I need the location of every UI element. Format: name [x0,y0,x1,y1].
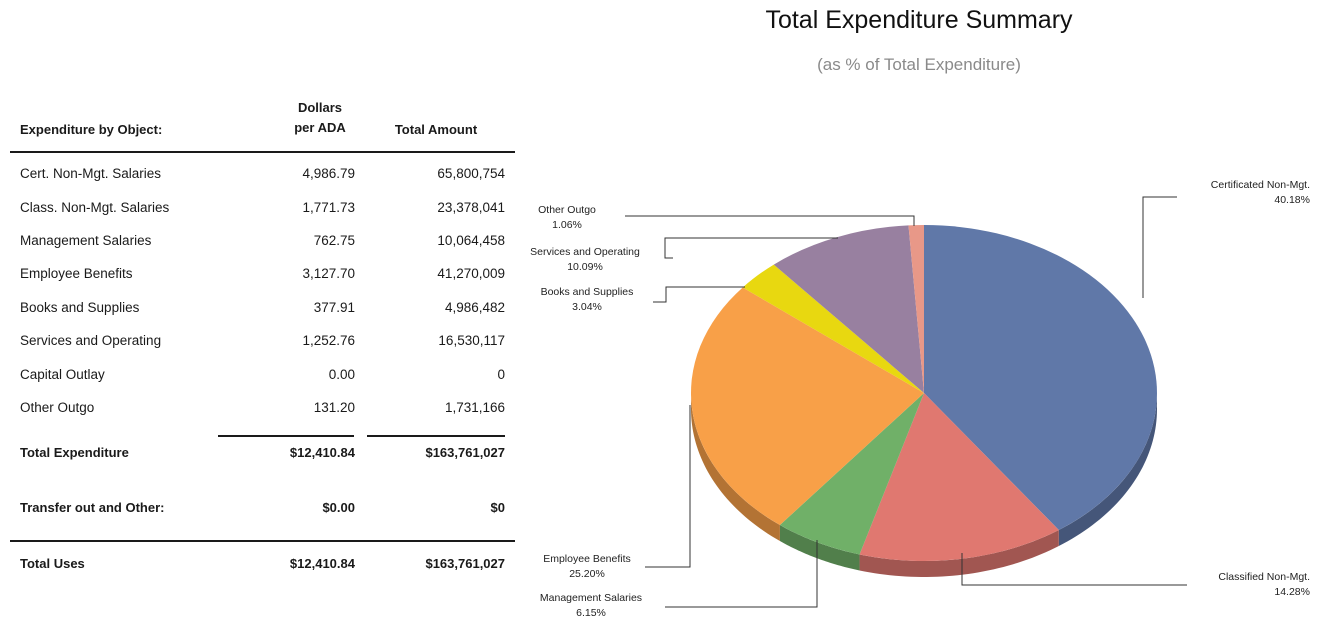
row-label: Employee Benefits [20,266,133,281]
total-expenditure-row: Total Expenditure $12,410.84 $163,761,02… [10,445,515,465]
slice-percent-management-salaries: 6.15% [576,607,606,619]
row-label: Capital Outlay [20,367,105,382]
chart-title: Total Expenditure Summary [765,6,1073,34]
leader-line-services-and-operating [664,237,838,259]
row-label: Other Outgo [20,400,95,415]
row-ada: 3,127.70 [302,266,355,281]
subtotal-rule-amount [367,435,505,437]
transfer-out-ada: $0.00 [322,500,355,515]
leader-line-books-and-supplies [653,286,745,303]
leader-line-management-salaries [665,540,818,608]
leader-line-other-outgo [625,215,915,226]
slice-label-books-and-supplies: Books and Supplies [541,286,634,298]
transfer-out-label: Transfer out and Other: [20,500,165,515]
pie-slice-books-and-supplies [742,264,924,393]
pie-side-employee-benefits [691,393,780,542]
row-amount: 16,530,117 [438,333,505,348]
row-ada: 1,771.73 [302,200,355,215]
row-amount: 10,064,458 [437,233,505,248]
row-amount: 65,800,754 [437,166,505,181]
row-amount: 23,378,041 [437,200,505,215]
total-uses-row: Total Uses $12,410.84 $163,761,027 [10,556,515,576]
total-expenditure-label: Total Expenditure [20,445,129,460]
table-row: Other Outgo 131.20 1,731,166 [10,400,515,420]
header-ada-line2: per ADA [294,120,346,135]
pie-side-walls [691,393,1157,577]
total-uses-ada: $12,410.84 [289,556,355,571]
pie-slice-classified-non-mgt- [859,393,1059,562]
transfer-out-amount: $0 [490,500,505,515]
expenditure-table: Expenditure by Object: Dollars per ADA T… [10,0,520,623]
pie-side-certificated-non-mgt- [1058,393,1157,547]
table-row: Class. Non-Mgt. Salaries 1,771.73 23,378… [10,200,515,220]
leader-line-employee-benefits [645,405,691,568]
total-uses-amount: $163,761,027 [425,556,505,571]
slice-percent-books-and-supplies: 3.04% [572,301,602,313]
row-label: Management Salaries [20,233,152,248]
table-row: Books and Supplies 377.91 4,986,482 [10,300,515,320]
pie-slices [691,224,1157,562]
pie-slice-services-and-operating [773,225,924,393]
row-label: Class. Non-Mgt. Salaries [20,200,170,215]
slice-label-classified-non-mgt-: Classified Non-Mgt. [1218,571,1310,583]
pie-svg: Certificated Non-Mgt. 40.18% Classified No… [530,179,1310,619]
slice-percent-employee-benefits: 25.20% [569,568,605,580]
header-rule [10,151,515,153]
row-label: Books and Supplies [20,300,140,315]
slice-percent-services-and-operating: 10.09% [567,261,603,273]
row-ada: 4,986.79 [302,166,355,181]
pie-slice-employee-benefits [691,287,924,526]
table-row: Capital Outlay 0.00 0 [10,367,515,387]
row-ada: 131.20 [313,400,355,415]
leader-line-classified-non-mgt- [961,553,1187,586]
row-amount: 1,731,166 [444,400,505,415]
row-amount: 4,986,482 [444,300,505,315]
leader-line-certificated-non-mgt- [1142,196,1177,298]
pie-side-management-salaries [779,525,860,571]
slice-percent-certificated-non-mgt-: 40.18% [1274,194,1310,206]
pie-slice-other-outgo [908,224,924,393]
slice-label-other-outgo: Other Outgo [538,204,596,216]
total-expenditure-ada: $12,410.84 [289,445,355,460]
header-dollars-per-ada: Dollars per ADA [273,98,367,138]
table-row: Cert. Non-Mgt. Salaries 4,986.79 65,800,… [10,166,515,186]
subtotal-rule-ada [218,435,354,437]
row-ada: 1,252.76 [302,333,355,348]
table-row: Services and Operating 1,252.76 16,530,1… [10,333,515,353]
row-ada: 0.00 [328,367,355,382]
slice-label-certificated-non-mgt-: Certificated Non-Mgt. [1211,179,1310,191]
chart-subtitle: (as % of Total Expenditure) [817,55,1021,74]
row-label: Cert. Non-Mgt. Salaries [20,166,162,181]
pie-callouts: Certificated Non-Mgt. 40.18% Classified No… [530,179,1310,619]
slice-label-services-and-operating: Services and Operating [530,246,640,258]
row-ada: 762.75 [313,233,355,248]
row-amount: 0 [497,367,505,382]
row-amount: 41,270,009 [437,266,505,281]
table-row: Management Salaries 762.75 10,064,458 [10,233,515,253]
total-uses-rule [10,540,515,542]
slice-label-employee-benefits: Employee Benefits [543,553,631,565]
slice-percent-other-outgo: 1.06% [552,219,582,231]
header-expenditure-by-object: Expenditure by Object: [20,122,163,137]
row-ada: 377.91 [313,300,355,315]
slice-percent-classified-non-mgt-: 14.28% [1274,586,1310,598]
header-ada-line1: Dollars [297,100,343,115]
table-row: Employee Benefits 3,127.70 41,270,009 [10,266,515,286]
pie-side-classified-non-mgt- [859,530,1059,577]
transfer-out-row: Transfer out and Other: $0.00 $0 [10,500,515,520]
total-uses-label: Total Uses [20,556,85,571]
pie-slice-certificated-non-mgt- [924,225,1157,531]
header-total-amount: Total Amount [394,122,478,137]
total-expenditure-amount: $163,761,027 [425,445,505,460]
slice-label-management-salaries: Management Salaries [540,592,642,604]
row-label: Services and Operating [20,333,162,348]
pie-chart: Total Expenditure Summary (as % of Total… [515,0,1323,623]
pie-slice-management-salaries [779,393,924,555]
